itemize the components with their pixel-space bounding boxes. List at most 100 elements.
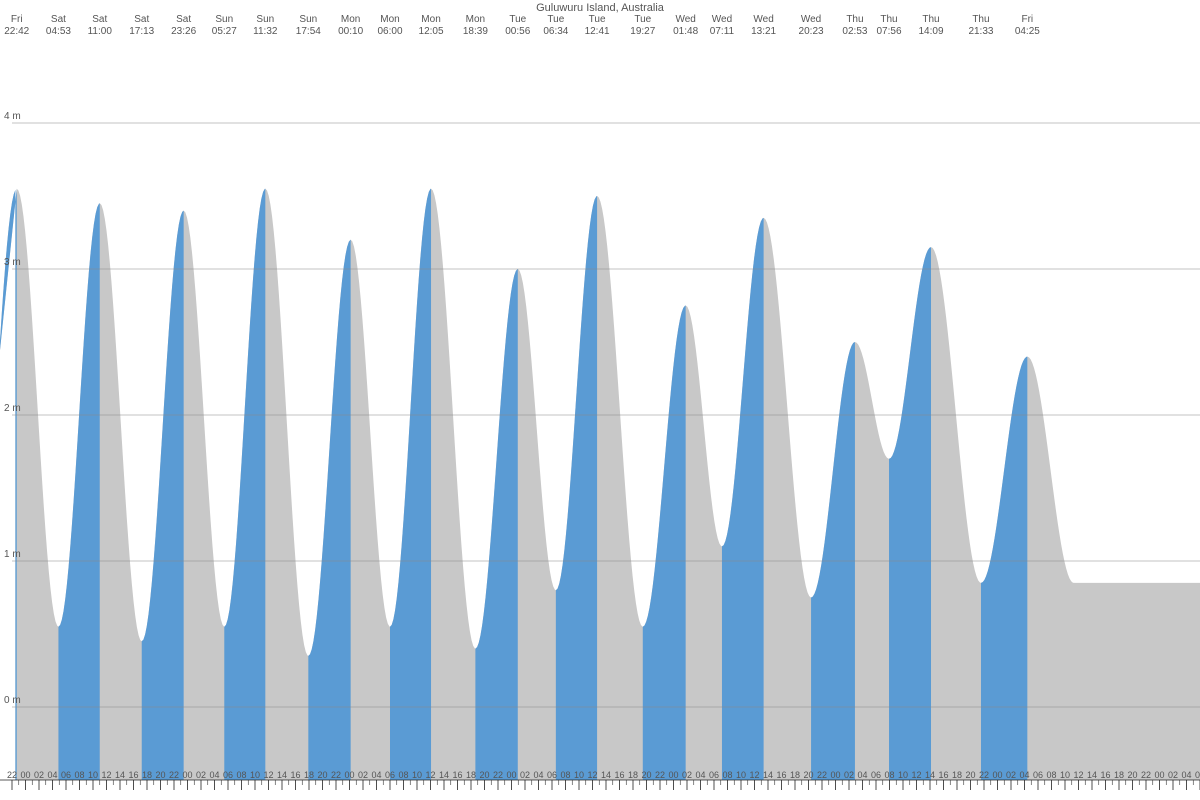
header-day: Thu [961,14,1001,25]
tide-chart: Guluwuru Island, Australia 0 m1 m2 m3 m4… [0,0,1200,800]
x-axis-hour-label: 02 [1168,770,1178,780]
x-axis-hour-label: 16 [776,770,786,780]
y-axis-label: 1 m [4,549,21,560]
x-axis-hour-label: 12 [749,770,759,780]
x-axis-hour-label: 10 [736,770,746,780]
x-axis-hour-label: 04 [209,770,219,780]
x-axis-hour-label: 18 [790,770,800,780]
x-axis-hour-label: 20 [641,770,651,780]
header-time: 06:34 [536,26,576,37]
header-day: Tue [577,14,617,25]
x-axis-hour-label: 00 [830,770,840,780]
header-day: Mon [331,14,371,25]
header-time: 06:00 [370,26,410,37]
x-axis-hour-label: 08 [74,770,84,780]
header-time: 00:10 [331,26,371,37]
x-axis-hour-label: 16 [1100,770,1110,780]
x-axis-hour-label: 06 [547,770,557,780]
x-axis-hour-label: 14 [763,770,773,780]
header-day: Fri [0,14,37,25]
header-time: 05:27 [204,26,244,37]
x-axis-hour-label: 18 [952,770,962,780]
y-axis-label: 0 m [4,695,21,706]
header-time: 14:09 [911,26,951,37]
tide-chart-svg: 0 m1 m2 m3 m4 m2200020406081012141618202… [0,0,1200,800]
header-time: 17:54 [288,26,328,37]
x-axis-hour-label: 02 [682,770,692,780]
x-axis-hour-label: 12 [587,770,597,780]
x-axis-hour-label: 14 [925,770,935,780]
header-day: Fri [1007,14,1047,25]
x-axis-hour-label: 04 [533,770,543,780]
tide-rise-segment [643,306,686,781]
header-day: Sat [122,14,162,25]
x-axis-hour-label: 04 [1181,770,1191,780]
header-time: 21:33 [961,26,1001,37]
header-day: Sat [80,14,120,25]
x-axis-hour-label: 08 [560,770,570,780]
x-axis-hour-label: 22 [7,770,17,780]
x-axis-hour-label: 18 [628,770,638,780]
tide-rise-segment [889,247,931,780]
header-day: Mon [455,14,495,25]
x-axis-hour-label: 06 [385,770,395,780]
header-time: 00:56 [498,26,538,37]
header-day: Wed [744,14,784,25]
x-axis-hour-label: 20 [965,770,975,780]
tide-rise-segment [142,211,184,780]
tide-rise-segment [722,218,764,780]
x-axis-hour-label: 20 [1127,770,1137,780]
header-time: 12:05 [411,26,451,37]
x-axis-hour-label: 02 [520,770,530,780]
header-time: 04:25 [1007,26,1047,37]
header-time: 01:48 [666,26,706,37]
x-axis-hour-label: 16 [452,770,462,780]
x-axis-hour-label: 00 [506,770,516,780]
x-axis-hour-label: 00 [182,770,192,780]
x-axis-hour-label: 16 [128,770,138,780]
header-day: Sun [245,14,285,25]
chart-title: Guluwuru Island, Australia [0,2,1200,14]
x-axis-hour-label: 22 [655,770,665,780]
x-axis-hour-label: 04 [1019,770,1029,780]
x-axis-hour-label: 22 [1141,770,1151,780]
x-axis-hour-label: 20 [803,770,813,780]
x-axis-hour-label: 18 [1114,770,1124,780]
x-axis-hour-label: 16 [938,770,948,780]
tide-rise-segment [556,196,597,780]
x-axis-hour-label: 16 [290,770,300,780]
x-axis-hour-label: 06 [1033,770,1043,780]
header-time: 17:13 [122,26,162,37]
x-axis-hour-label: 14 [601,770,611,780]
header-time: 07:11 [702,26,742,37]
header-time: 11:32 [245,26,285,37]
x-axis-hour-label: 10 [250,770,260,780]
tide-rise-segment [308,240,350,780]
tide-rise-segment [475,269,517,780]
y-axis-label: 3 m [4,257,21,268]
x-axis-hour-label: 08 [398,770,408,780]
x-axis-hour-label: 12 [911,770,921,780]
header-time: 23:26 [164,26,204,37]
x-axis-hour-label: 10 [898,770,908,780]
x-axis-hour-label: 14 [115,770,125,780]
x-axis-hour-label: 06 [871,770,881,780]
x-axis-hour-label: 04 [47,770,57,780]
x-axis-hour-label: 04 [857,770,867,780]
x-axis-hour-label: 10 [1060,770,1070,780]
x-axis-hour-label: 08 [1046,770,1056,780]
x-axis-hour-label: 04 [371,770,381,780]
x-axis-hour-label: 16 [614,770,624,780]
header-time: 19:27 [623,26,663,37]
header-day: Sun [288,14,328,25]
header-time: 07:56 [869,26,909,37]
x-axis-hour-label: 02 [844,770,854,780]
tide-rise-segment [224,189,265,780]
x-axis-hour-label: 14 [277,770,287,780]
x-axis-hour-label: 10 [88,770,98,780]
x-axis-hour-label: 14 [439,770,449,780]
header-day: Wed [666,14,706,25]
x-axis-hour-label: 00 [1154,770,1164,780]
x-axis-hour-label: 12 [425,770,435,780]
x-axis-hour-label: 04 [695,770,705,780]
